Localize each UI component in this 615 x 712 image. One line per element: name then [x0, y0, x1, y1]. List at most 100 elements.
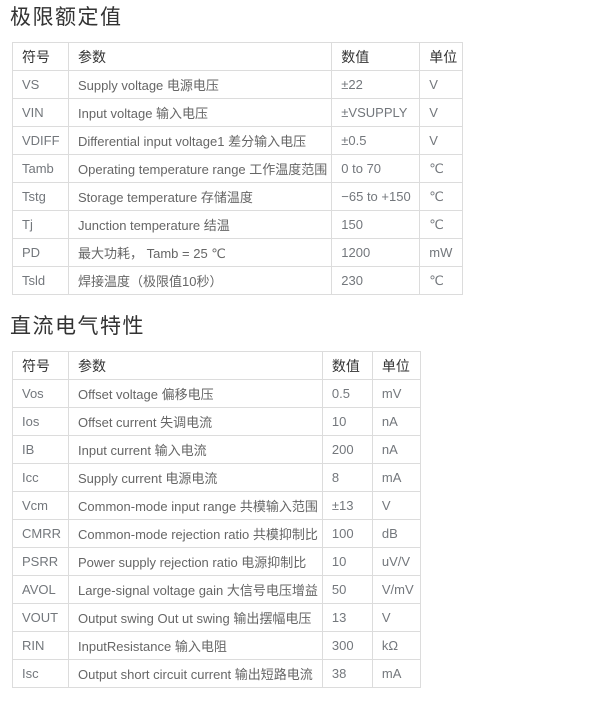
value-cell: ±VSUPPLY — [331, 98, 421, 127]
page-title-absolute-maximum-ratings: 极限额定值 — [10, 6, 123, 29]
parameter-cell: Differential input voltage1 差分输入电压 — [67, 126, 333, 155]
parameter-cell: Supply current 电源电流 — [68, 463, 323, 492]
column-header-unit: 单位 — [371, 351, 421, 380]
value-cell: 38 — [321, 659, 373, 688]
symbol-cell: VDIFF — [12, 126, 69, 155]
unit-cell: ℃ — [419, 182, 464, 211]
symbol-cell: Tamb — [12, 154, 69, 183]
symbol-cell: PSRR — [12, 547, 69, 576]
unit-cell: V — [419, 126, 464, 155]
value-cell: −65 to +150 — [331, 182, 421, 211]
unit-cell: ℃ — [419, 210, 464, 239]
table-row: Tsld 焊接温度（极限值10秒） 230 ℃ — [12, 266, 464, 295]
table-row: PSRR Power supply rejection ratio 电源抑制比 10… — [12, 547, 421, 576]
unit-cell: V — [419, 70, 464, 99]
symbol-cell: Ios — [12, 407, 69, 436]
symbol-cell: IB — [12, 435, 69, 464]
unit-cell: nA — [371, 407, 421, 436]
value-cell: 1200 — [331, 238, 421, 267]
value-cell: 10 — [321, 547, 373, 576]
table-row: AVOL Large-signal voltage gain 大信号电压增益 50 V… — [12, 575, 421, 604]
value-cell: 13 — [321, 603, 373, 632]
value-cell: 150 — [331, 210, 421, 239]
parameter-cell: Common-mode input range 共模输入范围 — [68, 491, 323, 520]
symbol-cell: VIN — [12, 98, 69, 127]
section-dc-electrical-characteristics: 直流电气特性 符号 参数 数值 单位 Vos Offset voltage 偏移电压 0.… — [10, 315, 615, 688]
symbol-cell: Tstg — [12, 182, 69, 211]
table-row: Tj Junction temperature 结温 150 ℃ — [12, 210, 464, 239]
unit-cell: mW — [419, 238, 464, 267]
parameter-cell: 最大功耗， Tamb = 25 ℃ — [67, 238, 333, 267]
symbol-cell: Tj — [12, 210, 69, 239]
table-row: CMRR Common-mode rejection ratio 共模抑制比 100… — [12, 519, 421, 548]
table-row: Tamb Operating temperature range 工作温度范围 0 … — [12, 154, 464, 183]
unit-cell: V/mV — [371, 575, 421, 604]
table-row: Icc Supply current 电源电流 8 mA — [12, 463, 421, 492]
table-body: Vos Offset voltage 偏移电压 0.5 mV Ios Offset cur… — [12, 379, 421, 688]
page-title-dc-electrical-characteristics: 直流电气特性 — [10, 315, 145, 338]
parameter-cell: 焊接温度（极限值10秒） — [67, 266, 333, 295]
unit-cell: kΩ — [371, 631, 421, 660]
table-row: VOUT Output swing Out ut swing 输出摆幅电压 13 V — [12, 603, 421, 632]
parameter-cell: Storage temperature 存储温度 — [67, 182, 333, 211]
parameter-cell: Offset voltage 偏移电压 — [68, 379, 323, 408]
value-cell: 0 to 70 — [331, 154, 421, 183]
value-cell: ±22 — [331, 70, 421, 99]
parameter-cell: InputResistance 输入电阻 — [68, 631, 323, 660]
table-row: PD 最大功耗， Tamb = 25 ℃ 1200 mW — [12, 238, 464, 267]
symbol-cell: RIN — [12, 631, 69, 660]
parameter-cell: Output short circuit current 输出短路电流 — [68, 659, 323, 688]
value-cell: ±13 — [321, 491, 373, 520]
table-body: VS Supply voltage 电源电压 ±22 V VIN Input voltag… — [12, 70, 464, 295]
value-cell: 100 — [321, 519, 373, 548]
column-header-value: 数值 — [331, 42, 421, 71]
parameter-cell: Supply voltage 电源电压 — [67, 70, 333, 99]
table-row: IB Input current 输入电流 200 nA — [12, 435, 421, 464]
column-header-symbol: 符号 — [12, 351, 69, 380]
unit-cell: ℃ — [419, 266, 464, 295]
parameter-cell: Input voltage 输入电压 — [67, 98, 333, 127]
value-cell: 8 — [321, 463, 373, 492]
dc-electrical-characteristics-table: 符号 参数 数值 单位 Vos Offset voltage 偏移电压 0.5 mV Ios O… — [12, 351, 421, 688]
symbol-cell: Vcm — [12, 491, 69, 520]
parameter-cell: Input current 输入电流 — [68, 435, 323, 464]
value-cell: 50 — [321, 575, 373, 604]
parameter-cell: Output swing Out ut swing 输出摆幅电压 — [68, 603, 323, 632]
unit-cell: mA — [371, 463, 421, 492]
table-row: Isc Output short circuit current 输出短路电流 38… — [12, 659, 421, 688]
parameter-cell: Power supply rejection ratio 电源抑制比 — [68, 547, 323, 576]
symbol-cell: Vos — [12, 379, 69, 408]
parameter-cell: Operating temperature range 工作温度范围 — [67, 154, 333, 183]
unit-cell: V — [371, 491, 421, 520]
symbol-cell: Icc — [12, 463, 69, 492]
table-row: Vcm Common-mode input range 共模输入范围 ±13 V — [12, 491, 421, 520]
column-header-value: 数值 — [321, 351, 373, 380]
unit-cell: nA — [371, 435, 421, 464]
parameter-cell: Large-signal voltage gain 大信号电压增益 — [68, 575, 323, 604]
symbol-cell: Isc — [12, 659, 69, 688]
header-row: 符号 参数 数值 单位 — [12, 351, 421, 380]
unit-cell: uV/V — [371, 547, 421, 576]
absolute-maximum-ratings-table: 符号 参数 数值 单位 VS Supply voltage 电源电压 ±22 V VIN Inp… — [12, 42, 464, 295]
symbol-cell: VS — [12, 70, 69, 99]
value-cell: ±0.5 — [331, 126, 421, 155]
table-header: 符号 参数 数值 单位 — [12, 42, 464, 71]
unit-cell: ℃ — [419, 154, 464, 183]
column-header-unit: 单位 — [419, 42, 464, 71]
unit-cell: V — [371, 603, 421, 632]
value-cell: 230 — [331, 266, 421, 295]
symbol-cell: AVOL — [12, 575, 69, 604]
value-cell: 200 — [321, 435, 373, 464]
symbol-cell: PD — [12, 238, 69, 267]
unit-cell: mV — [371, 379, 421, 408]
table-header: 符号 参数 数值 单位 — [12, 351, 421, 380]
value-cell: 300 — [321, 631, 373, 660]
table-row: VIN Input voltage 输入电压 ±VSUPPLY V — [12, 98, 464, 127]
value-cell: 10 — [321, 407, 373, 436]
section-absolute-maximum-ratings: 极限额定值 符号 参数 数值 单位 VS Supply voltage 电源电压 ±22 V… — [10, 6, 615, 295]
unit-cell: dB — [371, 519, 421, 548]
column-header-parameter: 参数 — [68, 351, 323, 380]
column-header-parameter: 参数 — [67, 42, 333, 71]
table-row: Tstg Storage temperature 存储温度 −65 to +150 ℃ — [12, 182, 464, 211]
